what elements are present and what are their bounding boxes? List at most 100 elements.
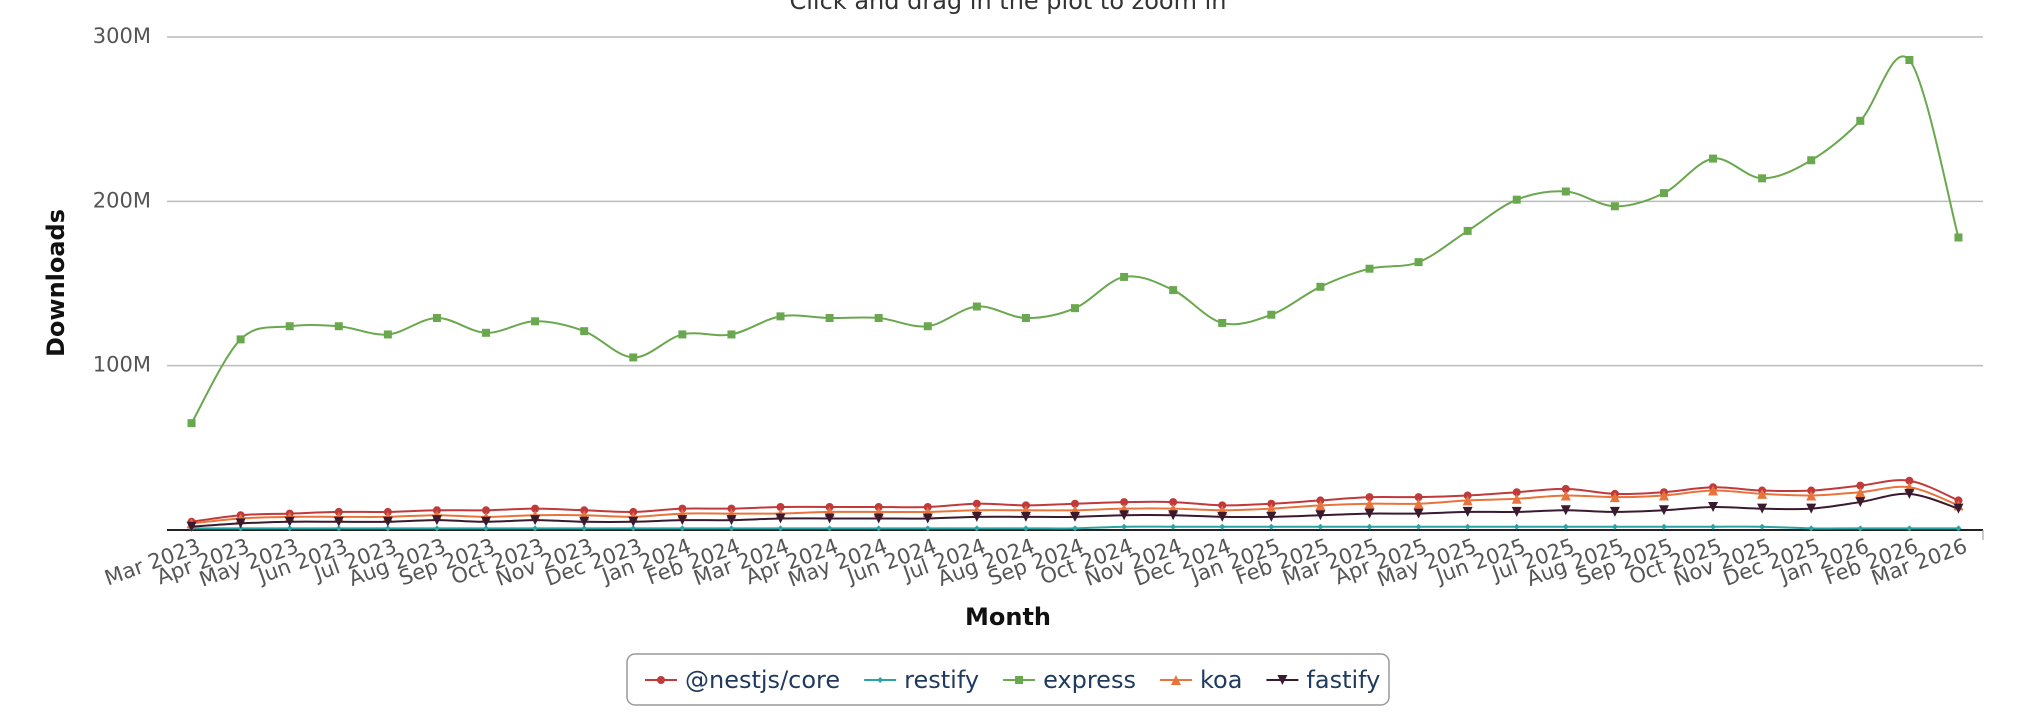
series (186, 488, 1964, 532)
legend-label: restify (904, 666, 979, 694)
point (1610, 202, 1619, 211)
point (1168, 510, 1179, 521)
point (824, 513, 835, 524)
point (1659, 189, 1668, 198)
point (1511, 493, 1522, 504)
point (1905, 56, 1914, 65)
point (382, 516, 393, 527)
point (1120, 272, 1129, 281)
point (677, 515, 688, 526)
point (1366, 523, 1373, 530)
point (657, 676, 665, 684)
point (1759, 523, 1766, 530)
legend-item[interactable]: express (1003, 666, 1136, 694)
point (1462, 495, 1473, 506)
point (1808, 525, 1815, 532)
point (825, 314, 834, 323)
point (530, 515, 541, 526)
point (1855, 487, 1866, 498)
x-axis-title: Month (965, 603, 1051, 631)
legend-item[interactable]: restify (864, 666, 979, 694)
point (1413, 498, 1424, 509)
point (1364, 498, 1375, 509)
point (1562, 523, 1569, 530)
point (1317, 523, 1324, 530)
point (874, 314, 883, 323)
point (1660, 523, 1667, 530)
point (1807, 156, 1816, 165)
point (285, 322, 294, 331)
point (1855, 497, 1866, 508)
point (678, 330, 687, 339)
point (924, 525, 931, 532)
legend-item[interactable]: fastify (1266, 666, 1380, 694)
y-tick-label: 300M (93, 24, 151, 48)
point (186, 521, 197, 532)
legend-label: koa (1200, 666, 1242, 694)
point (580, 327, 589, 336)
legend-label: @nestjs/core (685, 666, 840, 694)
point (826, 525, 833, 532)
point (1414, 258, 1423, 267)
point (1169, 286, 1178, 295)
point (1315, 510, 1326, 521)
point (1316, 282, 1325, 291)
point (1415, 523, 1422, 530)
point (728, 525, 735, 532)
legend-label: fastify (1306, 666, 1380, 694)
point (1758, 174, 1767, 183)
point (1904, 488, 1915, 499)
point (1267, 310, 1276, 319)
point (1806, 503, 1817, 514)
point (1022, 525, 1029, 532)
point (334, 322, 343, 331)
point (432, 314, 441, 323)
point (1856, 481, 1865, 490)
x-tick-label: Mar 2026 (1868, 534, 1970, 591)
point (532, 525, 539, 532)
point (1658, 490, 1669, 501)
point (1365, 493, 1374, 502)
point (679, 525, 686, 532)
point (579, 516, 590, 527)
series (187, 55, 1963, 428)
point (1463, 226, 1472, 235)
point (1070, 511, 1080, 522)
point (1560, 490, 1571, 501)
point (1315, 500, 1326, 511)
point (1513, 523, 1520, 530)
point (1071, 499, 1079, 508)
point (1219, 523, 1226, 530)
point (1413, 508, 1424, 519)
point (383, 330, 392, 339)
point (1365, 264, 1374, 273)
point (1708, 485, 1719, 496)
point (1119, 510, 1130, 521)
legend-item[interactable]: koa (1159, 666, 1242, 694)
point (726, 515, 737, 526)
point (972, 302, 981, 311)
point (481, 516, 492, 527)
point (775, 513, 786, 524)
legend-item[interactable]: @nestjs/core (645, 666, 840, 694)
y-tick-label: 100M (93, 353, 151, 377)
point (1512, 488, 1521, 497)
point (1710, 523, 1717, 530)
point (187, 419, 196, 428)
point (923, 322, 932, 331)
y-axis-title: Downloads (42, 209, 70, 357)
point (333, 516, 344, 527)
point (1170, 523, 1177, 530)
chart-subtitle: Click and drag in the plot to zoom in (790, 0, 1227, 15)
point (1072, 525, 1078, 532)
point (629, 353, 638, 362)
point (1020, 511, 1031, 522)
point (531, 504, 540, 513)
point (877, 677, 884, 683)
point (1611, 523, 1618, 530)
point (1021, 314, 1030, 323)
point (776, 502, 785, 511)
point (922, 513, 933, 524)
legend-label: express (1043, 666, 1136, 694)
